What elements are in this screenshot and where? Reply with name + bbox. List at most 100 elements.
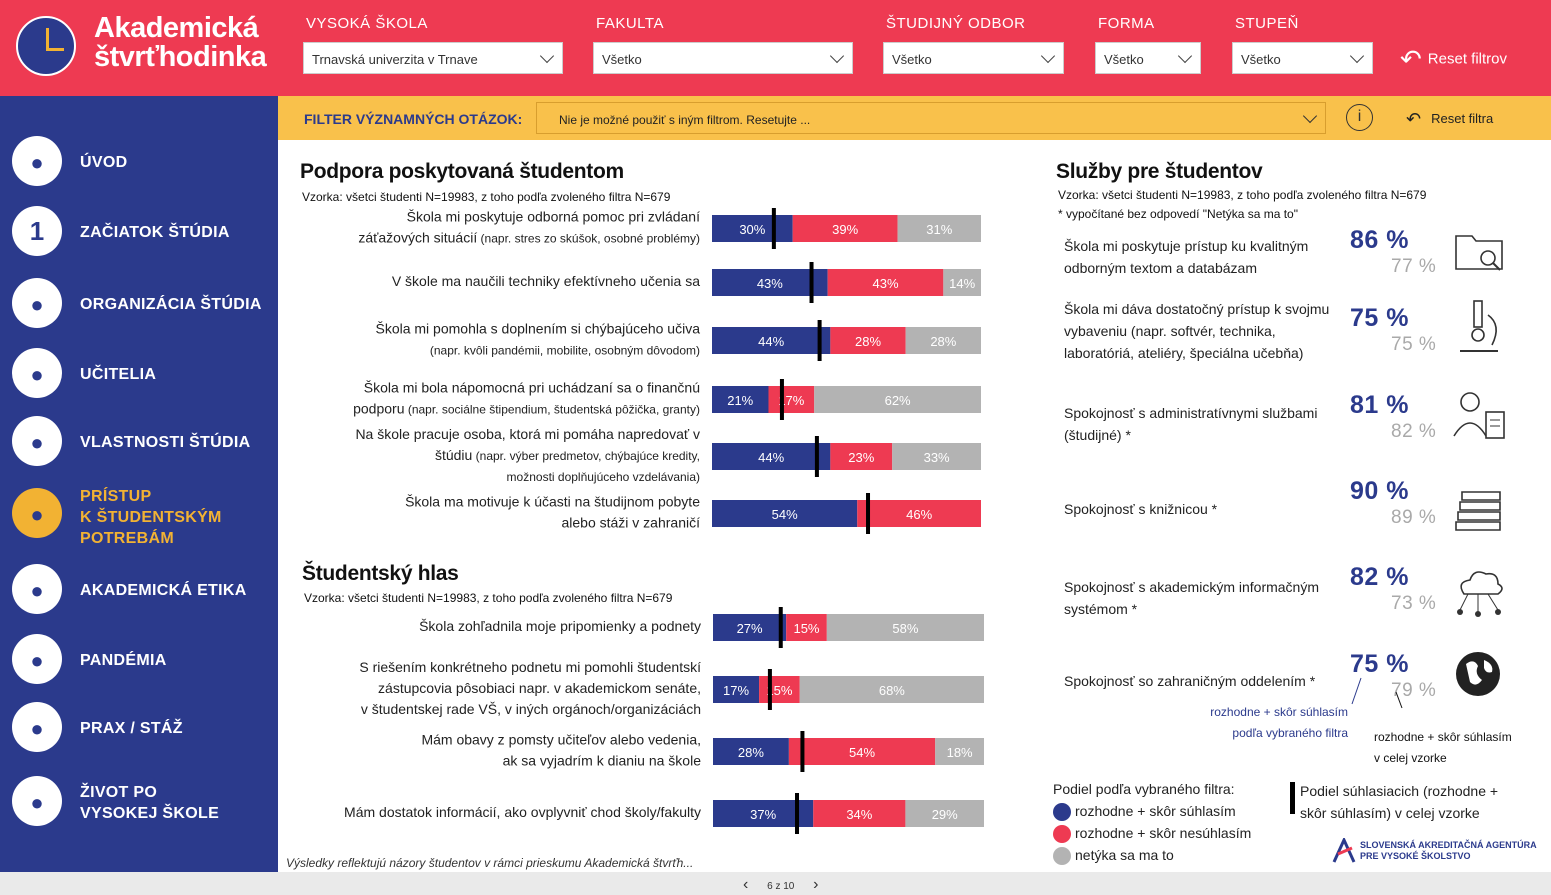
bar-segment[interactable] <box>892 443 981 470</box>
bar-segment[interactable] <box>813 800 906 827</box>
question-label: štúdiu (napr. výber predmetov, chýbajúce… <box>435 447 700 463</box>
bar-segment[interactable] <box>712 215 793 242</box>
reset-filter-label: Reset filtra <box>1431 110 1494 126</box>
sidebar-item-6[interactable]: ● PRÍSTUP K ŠTUDENTSKÝM POTREBÁM <box>12 488 274 547</box>
filter-select-faculty[interactable]: Všetko <box>593 42 853 74</box>
pointer-selected <box>1351 677 1362 705</box>
app-logo[interactable]: Akademická štvrťhodinka <box>94 12 267 73</box>
bar-segment[interactable] <box>712 386 769 413</box>
bar-segment[interactable] <box>857 500 981 527</box>
logo-line-2: štvrťhodinka <box>94 41 267 73</box>
sidebar-item-4[interactable]: ● UČITELIA <box>12 348 274 402</box>
sidebar-item-8[interactable]: ● PANDÉMIA <box>12 634 274 688</box>
info-icon[interactable]: i <box>1346 104 1373 131</box>
question-label: podporu (napr. sociálne štipendium, štud… <box>353 401 700 417</box>
sidebar-item-1[interactable]: ● ÚVOD <box>12 136 274 190</box>
sidebar-item-label: PRAX / STÁŽ <box>80 720 183 737</box>
bar-value-label: 31% <box>926 222 952 237</box>
bar-segment[interactable] <box>713 676 760 703</box>
filter-select-level[interactable]: Všetko <box>1232 42 1373 74</box>
question-label: Škola zohľadnila moje pripomienky a podn… <box>419 618 701 634</box>
sidebar-item-3[interactable]: ● ORGANIZÁCIA ŠTÚDIA <box>12 278 274 332</box>
sidebar-item-9[interactable]: ● PRAX / STÁŽ <box>12 702 274 756</box>
bar-value-label: 54% <box>849 745 875 760</box>
bar-value-label: 34% <box>846 807 872 822</box>
sidebar-item-7[interactable]: ● AKADEMICKÁ ETIKA <box>12 564 274 618</box>
legend-item-na: netýka sa ma to <box>1053 847 1174 866</box>
bar-segment[interactable] <box>712 327 831 354</box>
service-label: Škola mi poskytuje prístup ku kvalitným … <box>1064 238 1309 276</box>
sidebar-item-5[interactable]: ● VLASTNOSTI ŠTÚDIA <box>12 416 274 470</box>
filter-value-school: Trnavská univerzita v Trnave <box>312 52 478 67</box>
bar-segment[interactable] <box>827 269 944 296</box>
service-overall-value: 82 % <box>1391 421 1437 442</box>
overall-agree-marker <box>809 262 814 303</box>
bar-segment[interactable] <box>897 215 981 242</box>
bar-segment[interactable] <box>814 386 981 413</box>
graduate-icon: ● <box>12 776 62 826</box>
reset-filter-button[interactable]: ↶ Reset filtra <box>1406 109 1493 130</box>
next-page-button[interactable]: › <box>813 876 819 893</box>
bar-value-label: 37% <box>750 807 776 822</box>
agency-logo: SLOVENSKÁ AKREDITAČNÁ AGENTÚRA PRE VYSOK… <box>1332 838 1547 866</box>
chevron-down-icon <box>1349 48 1365 64</box>
overall-agree-marker <box>767 669 772 710</box>
sidebar-item-label: ÚVOD <box>80 154 128 171</box>
bar-segment[interactable] <box>786 614 827 641</box>
bar-value-label: 23% <box>848 450 874 465</box>
filter-select-school[interactable]: Trnavská univerzita v Trnave <box>303 42 563 74</box>
bar-segment[interactable] <box>712 269 828 296</box>
service-overall-value: 79 % <box>1391 680 1437 701</box>
service-label: Spokojnosť s knižnicou * <box>1064 501 1218 517</box>
logo-line-1: Akademická <box>94 12 259 44</box>
service-label: Spokojnosť s administratívnymi službami … <box>1064 405 1318 443</box>
annotation-overall-line-2: v celej vzorke <box>1374 751 1447 765</box>
important-filter-select[interactable]: Nie je možné použiť s iným filtrom. Rese… <box>536 102 1326 134</box>
legend-item-agree: rozhodne + skôr súhlasím <box>1053 803 1236 822</box>
bar-segment[interactable] <box>713 738 789 765</box>
filter-value-form: Všetko <box>1104 52 1144 67</box>
filter-select-form[interactable]: Všetko <box>1095 42 1201 74</box>
bar-segment[interactable] <box>905 327 981 354</box>
home-icon: ● <box>12 136 62 186</box>
legend-marker-line-2: skôr súhlasím) v celej vzorke <box>1300 805 1480 821</box>
question-label: Škola mi bola nápomocná pri uchádzaní sa… <box>364 380 700 396</box>
sidebar-item-10[interactable]: ● ŽIVOT PO VYSOKEJ ŠKOLE <box>12 776 274 830</box>
filter-label-faculty: FAKULTA <box>596 15 664 32</box>
service-selected-value: 82 % <box>1350 563 1409 591</box>
network-icon: ● <box>12 278 62 328</box>
footnote: Výsledky reflektujú názory študentov v r… <box>286 856 694 870</box>
bar-value-label: 62% <box>885 393 911 408</box>
bar-segment[interactable] <box>768 386 815 413</box>
overall-agree-marker <box>817 320 822 361</box>
bar-segment[interactable] <box>905 800 984 827</box>
service-label: Spokojnosť s akademickým informačným sys… <box>1064 579 1320 617</box>
bar-segment[interactable] <box>830 443 893 470</box>
bar-segment[interactable] <box>830 327 906 354</box>
bar-segment[interactable] <box>759 676 800 703</box>
question-label: alebo stáži v zahraničí <box>561 515 700 531</box>
bar-segment[interactable] <box>712 443 831 470</box>
bar-segment[interactable] <box>792 215 898 242</box>
sidebar-item-2[interactable]: 1 ZAČIATOK ŠTÚDIA <box>12 206 274 260</box>
filter-value-field: Všetko <box>892 52 932 67</box>
bar-value-label: 39% <box>832 222 858 237</box>
bar-segment[interactable] <box>935 738 984 765</box>
overall-agree-marker <box>800 731 805 772</box>
bar-segment[interactable] <box>712 500 858 527</box>
prev-page-button[interactable]: ‹ <box>743 876 749 893</box>
annotation-selected: rozhodne + skôr súhlasím podľa vybraného… <box>1200 702 1348 744</box>
bar-segment[interactable] <box>799 676 984 703</box>
support-title: Podpora poskytovaná študentom <box>300 160 624 183</box>
reset-filters-button[interactable]: ↶ Reset filtrov <box>1400 44 1507 75</box>
filter-select-field[interactable]: Všetko <box>883 42 1064 74</box>
question-label: zástupcovia pôsobiaci napr. v akademicko… <box>378 680 701 696</box>
bar-segment[interactable] <box>943 269 981 296</box>
services-note: * vypočítané bez odpovedí "Netýka sa ma … <box>1058 207 1298 221</box>
chevron-down-icon <box>539 48 555 64</box>
bar-segment[interactable] <box>826 614 984 641</box>
bar-value-label: 15% <box>793 621 819 636</box>
bar-segment[interactable] <box>788 738 936 765</box>
book-stack-icon <box>1455 491 1501 531</box>
bar-segment[interactable] <box>713 614 787 641</box>
